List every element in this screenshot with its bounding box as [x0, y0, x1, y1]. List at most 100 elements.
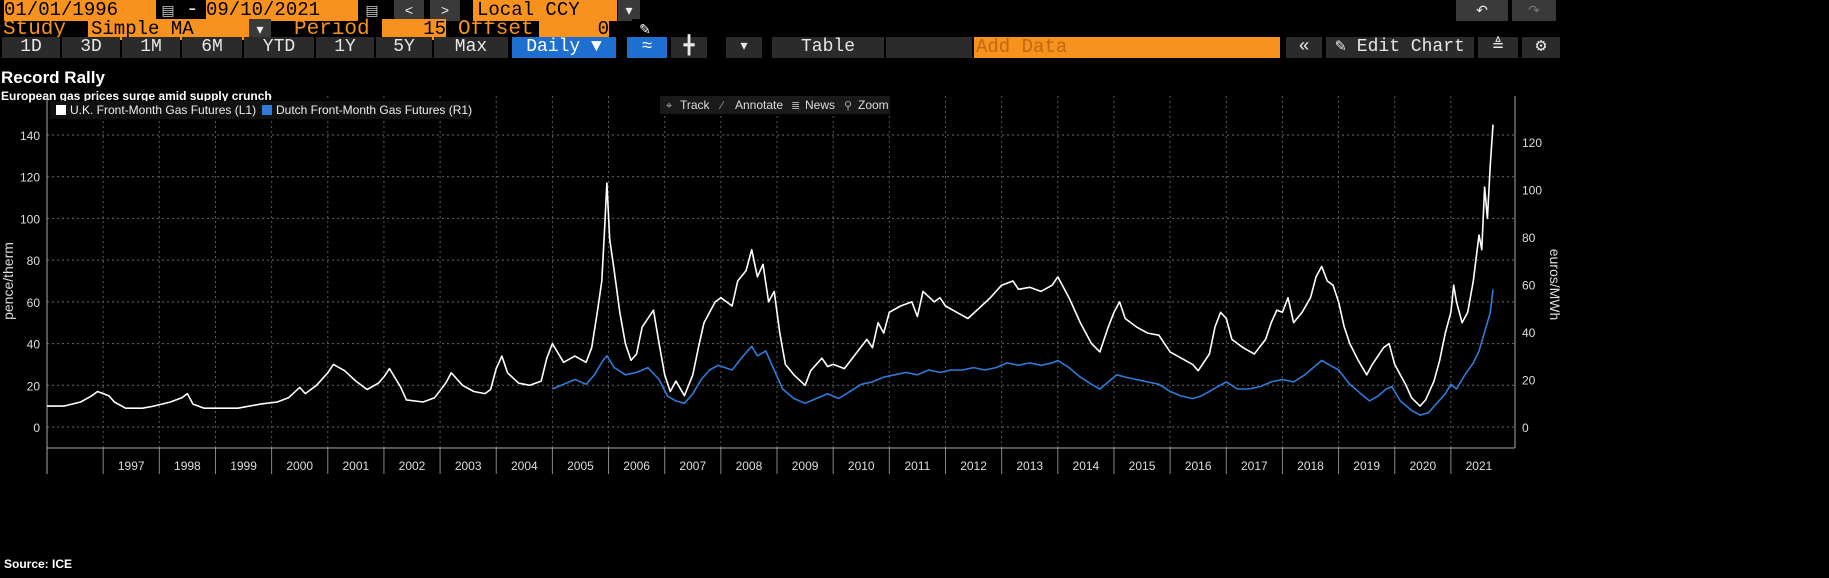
- x-tick-label: 1997: [118, 459, 145, 473]
- chart-subtitle: European gas prices surge amid supply cr…: [1, 89, 272, 103]
- zoom-tool[interactable]: Zoom: [858, 98, 889, 112]
- legend-label-dutch: Dutch Front-Month Gas Futures (R1): [276, 103, 472, 117]
- line-chart-icon[interactable]: ≈: [627, 37, 667, 58]
- x-tick-label: 2003: [455, 459, 482, 473]
- collapse-icon[interactable]: «: [1286, 37, 1322, 58]
- x-tick-label: 2020: [1409, 459, 1436, 473]
- x-tick-label: 1998: [174, 459, 201, 473]
- x-tick-label: 2010: [848, 459, 875, 473]
- range-button-5y[interactable]: 5Y: [376, 37, 432, 58]
- currency-select[interactable]: Local CCY: [473, 0, 617, 21]
- y-tick-right: 100: [1522, 184, 1542, 198]
- study-dropdown-icon[interactable]: ▾: [249, 19, 271, 40]
- undo-icon[interactable]: ↶: [1456, 0, 1508, 21]
- track-icon[interactable]: ⌖: [666, 100, 672, 112]
- y-tick-left: 40: [27, 338, 41, 352]
- next-period-button[interactable]: >: [430, 0, 460, 21]
- table-button[interactable]: Table: [772, 37, 884, 58]
- y-tick-right: 40: [1522, 326, 1536, 340]
- period-input[interactable]: 15: [382, 19, 446, 40]
- x-tick-label: 2017: [1241, 459, 1268, 473]
- chart-area[interactable]: 0 20 40 60 80 100 120 140 0 20 40 60 80 100 120 1997 199…: [0, 96, 1829, 574]
- range-button-6m[interactable]: 6M: [182, 37, 242, 58]
- chart-type-dropdown-icon[interactable]: ▾: [726, 37, 762, 58]
- range-button-3d[interactable]: 3D: [62, 37, 120, 58]
- frequency-label: Daily: [526, 37, 581, 57]
- offset-label: Offset: [458, 18, 534, 41]
- news-tool[interactable]: News: [805, 98, 835, 112]
- x-tick-label: 2001: [343, 459, 370, 473]
- x-tick-label: 2004: [511, 459, 538, 473]
- legend-box: [50, 101, 470, 119]
- bar-chart-icon[interactable]: ╋: [671, 37, 707, 58]
- offset-input[interactable]: 0: [539, 19, 609, 40]
- end-calendar-icon[interactable]: ▤: [362, 0, 382, 21]
- x-tick-label: 2011: [905, 459, 931, 473]
- x-tick-label: 1999: [230, 459, 257, 473]
- y-tick-left: 20: [27, 379, 41, 393]
- chart-title: Record Rally: [1, 68, 105, 87]
- start-calendar-icon[interactable]: ▤: [158, 0, 178, 21]
- edit-chart-button[interactable]: ✎ Edit Chart: [1326, 37, 1474, 58]
- y-tick-left: 80: [27, 254, 41, 268]
- x-tick-label: 2008: [736, 459, 763, 473]
- range-button-1d[interactable]: 1D: [2, 37, 60, 58]
- x-tick-label: 2009: [792, 459, 819, 473]
- x-tick-label: 2000: [286, 459, 313, 473]
- range-button-max[interactable]: Max: [434, 37, 508, 58]
- y-tick-right: 60: [1522, 279, 1536, 293]
- x-tick-label: 2002: [399, 459, 426, 473]
- y-tick-right: 80: [1522, 231, 1536, 245]
- period-label: Period: [294, 18, 370, 41]
- series-line-uk: [47, 124, 1494, 409]
- x-tick-label: 2016: [1185, 459, 1212, 473]
- edit-chart-label: Edit Chart: [1356, 37, 1465, 57]
- toolbar-spacer: [886, 37, 972, 58]
- currency-dropdown-icon[interactable]: ▾: [618, 0, 640, 21]
- study-select[interactable]: Simple MA: [88, 19, 249, 40]
- range-button-1y[interactable]: 1Y: [316, 37, 374, 58]
- chart-tools-bar: [660, 96, 890, 114]
- x-tick-label: 2015: [1129, 459, 1156, 473]
- x-tick-label: 2007: [679, 459, 706, 473]
- study-label: Study: [3, 18, 67, 41]
- source-note: Source: ICE: [4, 557, 73, 571]
- x-tick-label: 2021: [1466, 459, 1493, 473]
- pencil-icon[interactable]: ✎: [632, 19, 658, 40]
- x-tick-label: 2013: [1016, 459, 1043, 473]
- y-tick-right: 20: [1522, 374, 1536, 388]
- add-data-input[interactable]: Add Data: [974, 37, 1280, 58]
- track-tool[interactable]: Track: [680, 98, 711, 112]
- start-date-input[interactable]: 01/01/1996: [4, 0, 156, 21]
- x-tick-label: 2005: [567, 459, 594, 473]
- legend-swatch-uk: [56, 105, 66, 115]
- y-tick-left: 100: [20, 212, 40, 226]
- prev-period-button[interactable]: <: [394, 0, 424, 21]
- range-button-ytd[interactable]: YTD: [244, 37, 314, 58]
- toolbar-row-3: 1D 3D 1M 6M YTD 1Y 5Y Max Daily ▼ ≈ ╋ ▾ Table A…: [0, 37, 1829, 58]
- gear-icon[interactable]: ⚙: [1522, 37, 1560, 58]
- y-tick-right: 120: [1522, 136, 1542, 150]
- x-tick-label: 2006: [623, 459, 650, 473]
- news-icon[interactable]: ≣: [791, 100, 800, 112]
- end-date-input[interactable]: 09/10/2021: [206, 0, 358, 21]
- zoom-icon[interactable]: ⚲: [844, 100, 852, 112]
- redo-icon[interactable]: ↷: [1512, 0, 1556, 21]
- y-tick-right: 0: [1522, 421, 1529, 435]
- legend-label-uk: U.K. Front-Month Gas Futures (L1): [70, 103, 256, 117]
- toolbar-row-2: Study Simple MA ▾ Period 15 Offset 0 ✎: [0, 19, 1829, 40]
- chart-style-icon[interactable]: ≜: [1478, 37, 1518, 58]
- y-tick-left: 60: [27, 296, 41, 310]
- y-axis-left-label: pence/therm: [0, 242, 16, 320]
- frequency-select[interactable]: Daily ▼: [512, 37, 616, 58]
- y-tick-left: 140: [20, 129, 40, 143]
- x-tick-label: 2018: [1297, 459, 1324, 473]
- annotate-icon[interactable]: ∕: [718, 100, 725, 112]
- range-button-1m[interactable]: 1M: [122, 37, 180, 58]
- x-tick-label: 2012: [960, 459, 987, 473]
- series-line-dutch: [552, 289, 1494, 416]
- annotate-tool[interactable]: Annotate: [735, 98, 783, 112]
- date-separator: -: [186, 0, 199, 22]
- y-tick-left: 0: [33, 421, 40, 435]
- legend-swatch-dutch: [262, 105, 272, 115]
